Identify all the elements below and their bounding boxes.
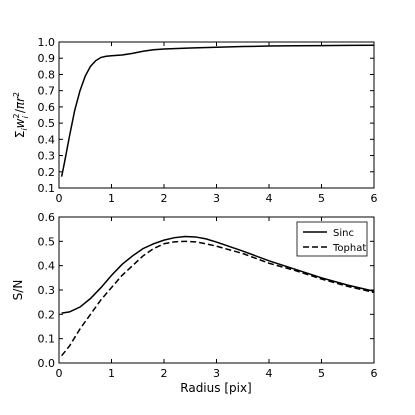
bottom-series-sinc-line xyxy=(61,235,375,314)
bottom-y-tick-label: 0.5 xyxy=(38,235,56,248)
ylabel-sub-i: i xyxy=(20,128,29,131)
bottom-x-tick-label: 0 xyxy=(56,367,63,380)
bottom-x-tick-label: 4 xyxy=(266,367,273,380)
top-y-tick-label: 0.3 xyxy=(38,150,56,163)
bottom-x-axis-label: Radius [pix] xyxy=(180,381,251,395)
bottom-y-tick-label: 0.3 xyxy=(38,284,56,297)
bottom-x-tick-label: 1 xyxy=(108,367,115,380)
bottom-series-tophat-line xyxy=(61,240,375,357)
top-y-tick-label: 0.4 xyxy=(38,133,56,146)
bottom-x-tick-label: 2 xyxy=(161,367,168,380)
top-x-ticks: 0 1 2 3 4 5 6 xyxy=(56,42,378,205)
bottom-y-axis-label: S/N xyxy=(11,280,25,301)
top-y-tick-label: 0.1 xyxy=(38,182,56,195)
ylabel-w: w xyxy=(13,118,27,128)
bottom-x-tick-label: 6 xyxy=(371,367,378,380)
bottom-y-ticks: 0.0 0.1 0.2 0.3 0.4 0.5 0.6 xyxy=(38,211,374,370)
ylabel-slash: / xyxy=(13,108,27,113)
top-y-tick-label: 0.5 xyxy=(38,117,56,130)
top-x-tick-label: 1 xyxy=(108,192,115,205)
bottom-x-tick-label: 3 xyxy=(213,367,220,380)
bottom-series-group xyxy=(61,235,375,357)
top-y-tick-label: 0.6 xyxy=(38,101,56,114)
ylabel-pi: π xyxy=(13,101,27,109)
top-y-tick-label: 0.9 xyxy=(38,52,56,65)
ylabel-sup-2: 2 xyxy=(12,113,21,118)
bottom-x-tick-label: 5 xyxy=(318,367,325,380)
legend-box xyxy=(296,221,368,257)
top-x-tick-label: 0 xyxy=(56,192,63,205)
top-y-axis-label: Σiw2i/πr2 xyxy=(12,92,30,138)
legend: Sinc Tophat xyxy=(296,221,368,257)
bottom-x-ticks: 0 1 2 3 4 5 6 xyxy=(56,217,378,380)
top-y-tick-label: 1.0 xyxy=(38,36,56,49)
top-x-tick-label: 4 xyxy=(266,192,273,205)
bottom-plot-panel: 0 1 2 3 4 5 6 0.0 0.1 0.2 0.3 0.4 0.5 0.6 Radius [pi… xyxy=(11,211,378,395)
ylabel-sub-i2: i xyxy=(21,115,30,118)
ylabel-sup-2b: 2 xyxy=(12,92,21,97)
top-y-tick-label: 0.7 xyxy=(38,85,56,98)
top-y-tick-label: 0.2 xyxy=(38,166,56,179)
legend-tophat-label: Tophat xyxy=(332,243,366,254)
top-y-tick-label: 0.8 xyxy=(38,68,56,81)
bottom-y-tick-label: 0.6 xyxy=(38,211,56,224)
top-plot-panel: 0 1 2 3 4 5 6 0.1 0.2 0.3 0.4 0.5 0.6 0.7 0.8 0.9 1.0 Σ… xyxy=(12,36,378,205)
bottom-y-tick-label: 0.1 xyxy=(38,333,56,346)
bottom-y-tick-label: 0.2 xyxy=(38,308,56,321)
ylabel-r: r xyxy=(13,96,27,102)
bottom-y-tick-label: 0.0 xyxy=(38,357,56,370)
top-series-group xyxy=(60,44,375,177)
top-series-line-line xyxy=(60,44,375,177)
top-x-tick-label: 5 xyxy=(318,192,325,205)
bottom-y-tick-label: 0.4 xyxy=(38,260,56,273)
legend-sinc-label: Sinc xyxy=(333,228,354,239)
top-y-ticks: 0.1 0.2 0.3 0.4 0.5 0.6 0.7 0.8 0.9 1.0 xyxy=(38,36,374,195)
top-x-tick-label: 6 xyxy=(371,192,378,205)
top-x-tick-label: 3 xyxy=(213,192,220,205)
top-x-tick-label: 2 xyxy=(161,192,168,205)
ylabel-sigma: Σ xyxy=(13,131,27,139)
